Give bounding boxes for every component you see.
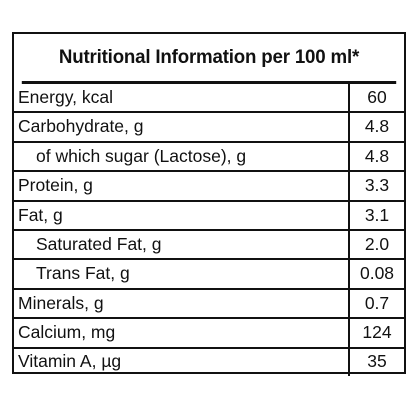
table-row: Fat, g 3.1 (14, 200, 404, 231)
table-row: Calcium, mg 124 (14, 318, 404, 349)
nutrition-label: Nutritional Information per 100 ml* Ener… (12, 32, 406, 376)
table-row: Protein, g 3.3 (14, 171, 404, 202)
nutrient-name: Minerals, g (14, 288, 350, 320)
nutrient-value: 4.8 (349, 112, 404, 143)
nutrient-name: Fat, g (14, 200, 350, 231)
nutrient-value: 35 (367, 351, 387, 372)
nutrient-value: 4.8 (349, 141, 404, 173)
nutrient-name: Vitamin A, µg (14, 347, 350, 376)
table-row: Minerals, g 0.7 (14, 288, 404, 320)
nutrient-value: 0.08 (349, 259, 404, 290)
nutrient-name: of which sugar (Lactose), g (14, 141, 350, 173)
nutrient-value: 60 (349, 84, 404, 114)
nutrient-value: 0.7 (349, 288, 404, 320)
table-row: Vitamin A, µg 35 (14, 347, 404, 376)
table-row: Energy, kcal 60 (14, 84, 404, 114)
table-row: Carbohydrate, g 4.8 (14, 112, 404, 143)
nutrient-name: Calcium, mg (14, 318, 350, 349)
table-row: Saturated Fat, g 2.0 (14, 229, 404, 261)
table-row: Trans Fat, g 0.08 (14, 259, 404, 290)
nutrient-value: 124 (349, 318, 404, 349)
nutrient-value: 2.0 (349, 229, 404, 261)
table-row: of which sugar (Lactose), g 4.8 (14, 141, 404, 173)
nutrient-value: 3.3 (349, 171, 404, 202)
nutrient-name: Energy, kcal (14, 84, 350, 114)
nutrient-name: Trans Fat, g (14, 259, 350, 290)
nutrition-table: Energy, kcal 60 Carbohydrate, g 4.8 of w… (14, 84, 404, 376)
nutrient-value: 3.1 (349, 200, 404, 231)
nutrient-name: Carbohydrate, g (14, 112, 350, 143)
nutrition-title: Nutritional Information per 100 ml* (21, 34, 397, 84)
nutrient-name: Protein, g (14, 171, 350, 202)
nutrient-name: Saturated Fat, g (14, 229, 350, 261)
